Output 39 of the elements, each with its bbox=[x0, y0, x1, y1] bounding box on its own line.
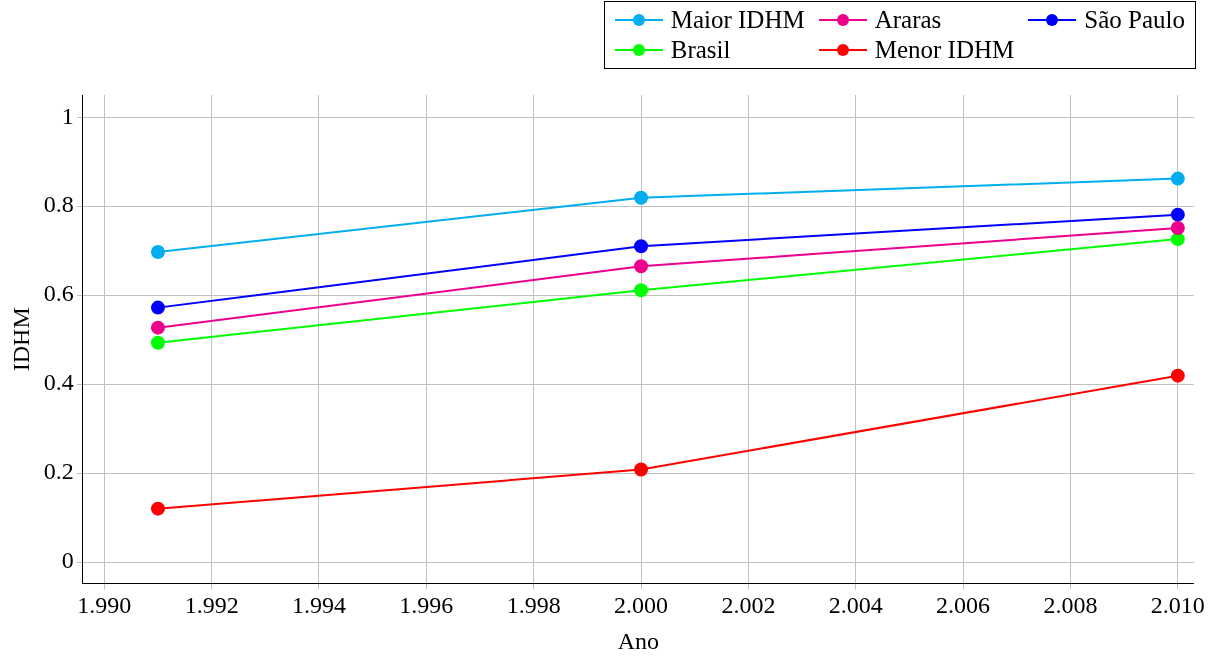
point bbox=[150, 335, 165, 350]
legend-label: Menor IDHM bbox=[874, 36, 1015, 64]
point bbox=[150, 245, 165, 260]
point bbox=[634, 259, 649, 274]
point bbox=[1170, 221, 1185, 235]
y-axis-title: IDHM bbox=[7, 307, 34, 372]
x-tick-label: 2.010 bbox=[1150, 592, 1205, 619]
x-tick-label: 1.996 bbox=[399, 592, 454, 619]
point bbox=[150, 300, 165, 315]
x-tick-label: 2.006 bbox=[936, 592, 991, 619]
x-tick-label: 2.002 bbox=[721, 592, 776, 619]
x-tick-label: 2.004 bbox=[828, 592, 883, 619]
point bbox=[1170, 171, 1185, 186]
point bbox=[634, 283, 649, 298]
legend-label: Araras bbox=[874, 6, 942, 34]
x-tick-label: 1.994 bbox=[291, 592, 346, 619]
point bbox=[1170, 207, 1185, 222]
x-axis-title: Ano bbox=[617, 627, 660, 654]
point bbox=[634, 190, 649, 205]
point bbox=[1170, 368, 1185, 383]
x-tick-label: 2.000 bbox=[614, 592, 669, 619]
x-tick-label: 1.998 bbox=[506, 592, 561, 619]
x-tick-label: 2.008 bbox=[1043, 592, 1098, 619]
point bbox=[150, 320, 165, 335]
x-tick-label: 1.990 bbox=[77, 592, 132, 619]
y-tick-label: 0.6 bbox=[43, 280, 74, 307]
point bbox=[634, 239, 649, 254]
y-tick-label: 0.4 bbox=[43, 369, 74, 396]
point bbox=[150, 501, 165, 516]
legend-label: São Paulo bbox=[1084, 6, 1185, 34]
y-tick-label: 0.8 bbox=[43, 191, 74, 218]
legend-label: Maior IDHM bbox=[670, 6, 805, 34]
point bbox=[1170, 232, 1185, 247]
x-tick-label: 1.992 bbox=[184, 592, 239, 619]
y-tick-label: 0 bbox=[61, 547, 74, 574]
legend-label: Brasil bbox=[670, 36, 731, 64]
y-tick-label: 0.2 bbox=[43, 458, 74, 485]
point bbox=[634, 462, 649, 477]
y-tick-label: 1 bbox=[61, 102, 74, 129]
